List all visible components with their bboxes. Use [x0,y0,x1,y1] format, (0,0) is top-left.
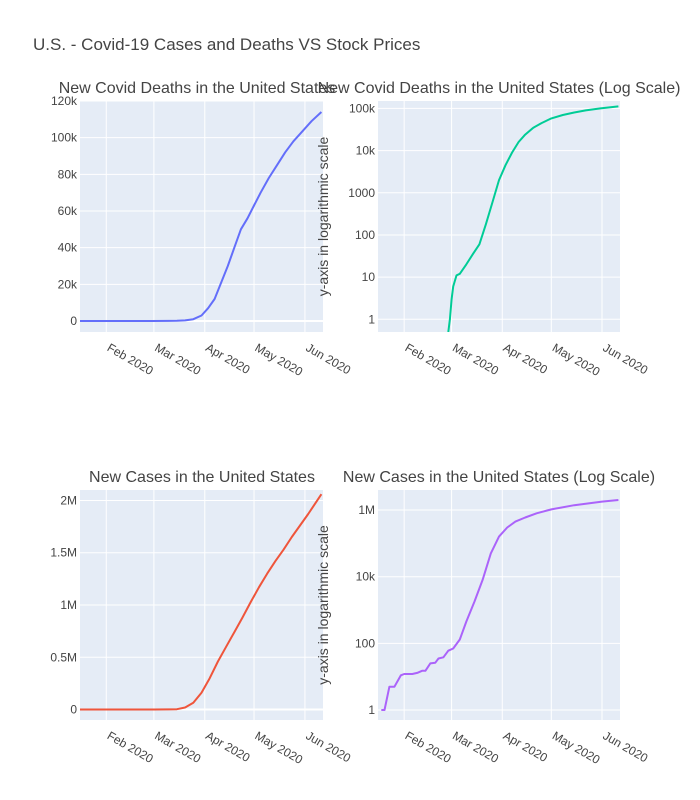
x-tick-label: Mar 2020 [152,340,203,378]
x-tick-label: Apr 2020 [501,728,550,765]
y-tick-label: 80k [58,167,78,181]
y-tick-label: 1000 [348,186,375,200]
y-tick-label: 2M [60,493,77,507]
subplot-title: New Covid Deaths in the United States (L… [318,80,681,97]
y-tick-label: 0 [70,703,77,717]
subplot-title: New Cases in the United States (Log Scal… [343,469,655,486]
y-tick-label: 1.5M [50,546,77,560]
y-tick-label: 120k [51,94,78,108]
y-tick-label: 100 [355,636,375,650]
series-line [447,105,619,332]
x-tick-label: Feb 2020 [403,728,454,766]
y-tick-label: 10k [356,144,376,158]
x-tick-label: Jun 2020 [601,340,651,377]
x-tick-label: Feb 2020 [403,340,454,378]
y-tick-label: 0 [70,314,77,328]
y-tick-label: 20k [58,277,78,291]
x-tick-label: Mar 2020 [450,340,501,378]
series-line [381,499,619,711]
plot-area [378,490,620,720]
y-tick-label: 0.5M [50,650,77,664]
y-tick-label: 60k [58,204,78,218]
x-tick-label: Feb 2020 [105,340,156,378]
y-tick-label: 10 [362,270,376,284]
y-tick-label: 100k [349,101,376,115]
subplot-title: New Covid Deaths in the United States [59,80,336,97]
figure-title: U.S. - Covid-19 Cases and Deaths VS Stoc… [33,35,420,54]
y-tick-label: 100k [51,131,78,145]
x-tick-label: Jun 2020 [601,728,651,765]
y-axis-label: y-axis in logarithmic scale [315,137,331,297]
x-tick-label: Jun 2020 [303,728,353,765]
y-tick-label: 1 [368,312,375,326]
x-tick-label: Mar 2020 [450,728,501,766]
plot-area [80,101,323,332]
x-tick-label: Apr 2020 [203,728,252,765]
y-tick-label: 1M [60,598,77,612]
x-tick-label: Jun 2020 [303,340,353,377]
subplot-title: New Cases in the United States [89,469,315,486]
series-line [80,111,323,322]
y-tick-label: 10k [356,570,376,584]
y-tick-label: 100 [355,228,375,242]
x-tick-label: May 2020 [550,728,603,767]
x-tick-label: Mar 2020 [152,728,203,766]
y-tick-label: 40k [58,241,78,255]
x-tick-label: Feb 2020 [105,728,156,766]
x-tick-label: Apr 2020 [203,340,252,377]
x-tick-label: May 2020 [550,340,603,379]
y-axis-label: y-axis in logarithmic scale [315,525,331,685]
x-tick-label: May 2020 [253,340,306,379]
x-tick-label: Apr 2020 [501,340,550,377]
y-tick-label: 1 [368,703,375,717]
y-tick-label: 1M [358,503,375,517]
series-line [80,493,323,711]
plot-area [378,101,620,332]
x-tick-label: May 2020 [253,728,306,767]
